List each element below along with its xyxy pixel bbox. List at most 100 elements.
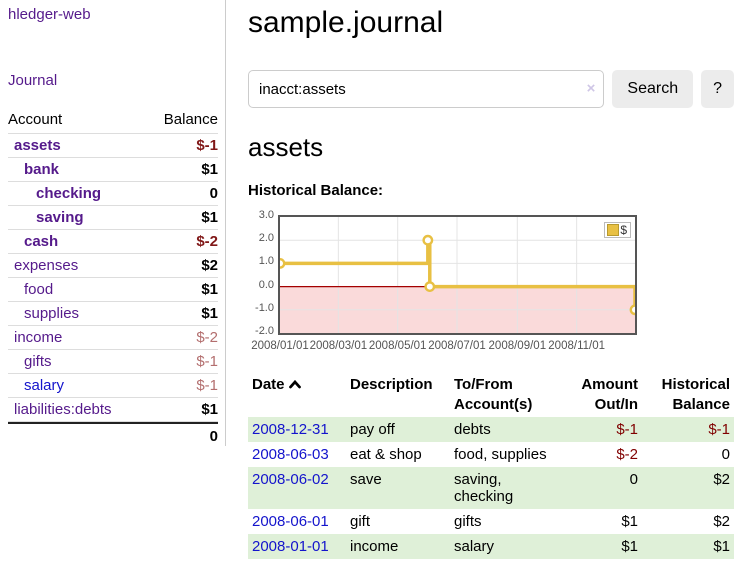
transaction-amount: $-1 [558, 417, 642, 442]
account-balance: $1 [201, 281, 218, 298]
register-row: 2008-01-01 income salary $1 $1 [248, 534, 734, 559]
register-header-row: Date Description To/From Account(s) Amou… [248, 373, 734, 417]
y-tick-label: -1.0 [255, 301, 274, 314]
account-balance: $-1 [196, 137, 218, 154]
register-table: Date Description To/From Account(s) Amou… [248, 373, 734, 559]
sidebar-item-journal[interactable]: Journal [8, 72, 58, 89]
y-tick-label: 1.0 [258, 255, 274, 268]
x-tick-label: 2008/01/01 [251, 340, 309, 352]
x-tick-label: 2008/03/01 [309, 340, 368, 352]
search-input[interactable] [248, 70, 605, 108]
transaction-accounts: food, supplies [454, 446, 547, 463]
sidebar-account-row: income $-2 [8, 326, 218, 350]
transaction-description: pay off [346, 417, 450, 442]
transaction-balance: $2 [713, 513, 730, 530]
transaction-date-link[interactable]: 2008-01-01 [252, 538, 329, 555]
chart-legend: $ [604, 222, 631, 238]
account-balance: $1 [201, 401, 218, 418]
account-balance: $1 [201, 209, 218, 226]
sidebar: hledger-web Journal Account Balance asse… [0, 0, 226, 446]
transaction-date-link[interactable]: 2008-06-02 [252, 471, 329, 488]
account-balance: 0 [209, 185, 218, 202]
sidebar-account-row: cash $-2 [8, 230, 218, 254]
x-tick-label: 2008/11/01 [548, 340, 605, 352]
sidebar-account-link-saving[interactable]: saving [36, 209, 84, 226]
search-input-wrap: × [248, 70, 605, 108]
sidebar-accounts-table: Account Balance assets $-1 bank $1 check… [8, 108, 218, 448]
account-balance: $1 [201, 305, 218, 322]
description-column-header: Description [350, 376, 433, 393]
transaction-date-link[interactable]: 2008-06-03 [252, 446, 329, 463]
sidebar-total-balance: 0 [209, 427, 218, 445]
sidebar-account-link-food[interactable]: food [24, 281, 54, 298]
sidebar-account-link-checking[interactable]: checking [36, 185, 102, 202]
date-column-header[interactable]: Date [248, 373, 346, 417]
x-tick-label: 2008/07/01 [428, 340, 486, 352]
sidebar-account-row: checking 0 [8, 182, 218, 206]
sidebar-account-row: saving $1 [8, 206, 218, 230]
sidebar-account-link-income[interactable]: income [14, 329, 63, 346]
chart-plot-area: $ [278, 215, 637, 335]
register-row: 2008-06-03 eat & shop food, supplies $-2… [248, 442, 734, 467]
sort-ascending-icon [288, 375, 301, 395]
x-tick-label: 2008/05/01 [368, 340, 427, 352]
transaction-description: save [346, 467, 450, 509]
sidebar-account-link-expenses[interactable]: expenses [14, 257, 79, 274]
transaction-description: gift [350, 513, 371, 530]
sidebar-account-row: salary $-1 [8, 374, 218, 398]
sidebar-account-row: gifts $-1 [8, 350, 218, 374]
chart-heading: Historical Balance: [248, 182, 384, 199]
register-row: 2008-12-31 pay off debts $-1 $-1 [248, 417, 734, 442]
sidebar-account-link-supplies[interactable]: supplies [24, 305, 80, 322]
sidebar-account-row: assets $-1 [8, 134, 218, 158]
transaction-date-link[interactable]: 2008-06-01 [252, 513, 329, 530]
account-balance: $2 [201, 257, 218, 274]
sidebar-account-link-bank[interactable]: bank [24, 161, 60, 178]
transaction-accounts: gifts [454, 513, 482, 530]
chart-x-axis-labels: 2008/01/01 2008/03/01 2008/05/01 2008/07/01… [248, 339, 734, 355]
transaction-balance: $2 [642, 467, 734, 509]
account-balance: $-2 [196, 329, 218, 346]
sidebar-account-row: food $1 [8, 278, 218, 302]
help-button[interactable]: ? [701, 70, 734, 108]
transaction-amount: $1 [621, 513, 638, 530]
transaction-balance: $-1 [642, 417, 734, 442]
balance-chart-svg [280, 217, 635, 333]
page-title: sample.journal [248, 6, 444, 39]
y-tick-label: 3.0 [258, 209, 274, 221]
main-content: sample.journal × Search ? assets Histori… [248, 0, 734, 559]
sidebar-total-row: 0 [8, 422, 218, 448]
account-balance: $-1 [196, 353, 218, 370]
transaction-description: income [346, 534, 450, 559]
y-tick-label: 2.0 [258, 232, 274, 245]
clear-search-icon[interactable]: × [586, 80, 596, 97]
legend-swatch-icon [607, 224, 620, 236]
sidebar-account-row: supplies $1 [8, 302, 218, 326]
sidebar-account-link-cash[interactable]: cash [24, 233, 59, 250]
transaction-amount: $-2 [616, 446, 638, 463]
sidebar-account-link-liabilities-debts[interactable]: liabilities:debts [14, 401, 112, 418]
sidebar-accounts-header: Account Balance [8, 108, 218, 134]
app-title-link[interactable]: hledger-web [8, 6, 91, 23]
search-button[interactable]: Search [612, 70, 694, 108]
transaction-accounts: saving, checking [450, 467, 558, 509]
sidebar-account-row: expenses $2 [8, 254, 218, 278]
sidebar-account-row: bank $1 [8, 158, 218, 182]
sidebar-account-link-salary[interactable]: salary [24, 377, 65, 394]
account-column-header: Account [8, 111, 63, 128]
transaction-accounts: debts [450, 417, 558, 442]
x-tick-label: 2008/09/01 [488, 340, 547, 352]
transaction-date-link[interactable]: 2008-12-31 [252, 421, 329, 438]
sidebar-account-link-gifts[interactable]: gifts [24, 353, 52, 370]
register-row: 2008-06-01 gift gifts $1 $2 [248, 509, 734, 534]
sidebar-account-link-assets[interactable]: assets [14, 137, 61, 154]
account-balance: $1 [201, 161, 218, 178]
account-balance: $-1 [196, 377, 218, 394]
account-heading: assets [248, 132, 324, 162]
register-row: 2008-06-02 save saving, checking 0 $2 [248, 467, 734, 509]
date-header-label: Date [252, 376, 285, 393]
y-tick-label: -2.0 [255, 325, 274, 337]
transaction-amount: $1 [558, 534, 642, 559]
transaction-balance: 0 [721, 446, 730, 463]
account-balance: $-2 [196, 233, 218, 250]
